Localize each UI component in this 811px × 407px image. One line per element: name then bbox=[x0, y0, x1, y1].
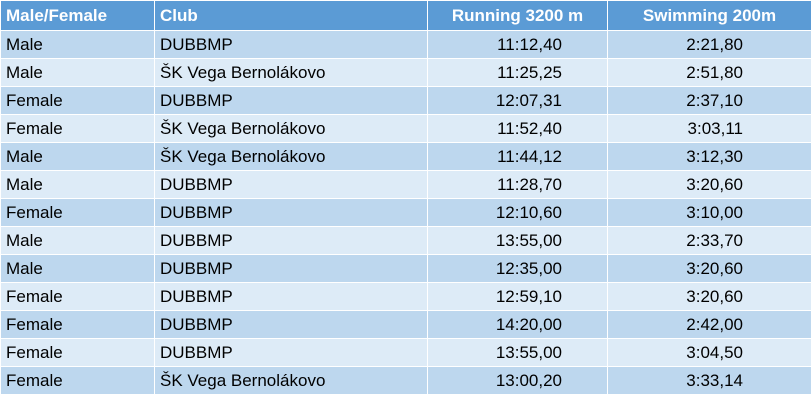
cell-club[interactable]: ŠK Vega Bernolákovo bbox=[154, 366, 428, 395]
results-table: Male/Female Club Running 3200 m Swimming… bbox=[0, 0, 811, 395]
cell-club[interactable]: ŠK Vega Bernolákovo bbox=[154, 58, 428, 87]
cell-gender[interactable]: Female bbox=[0, 338, 155, 367]
cell-gender[interactable]: Male bbox=[0, 170, 155, 199]
cell-swimming[interactable]: 3:04,50 bbox=[607, 338, 811, 367]
cell-swimming[interactable]: 3:20,60 bbox=[607, 254, 811, 283]
cell-running[interactable]: 11:52,40 bbox=[427, 114, 608, 143]
table-row: Male DUBBMP 11:28,70 3:20,60 bbox=[0, 170, 811, 199]
cell-swimming[interactable]: 3:12,30 bbox=[607, 142, 811, 171]
cell-club[interactable]: DUBBMP bbox=[154, 30, 428, 59]
table-row: Female ŠK Vega Bernolákovo 13:00,20 3:33… bbox=[0, 366, 811, 395]
table-row: Female DUBBMP 14:20,00 2:42,00 bbox=[0, 310, 811, 339]
cell-gender[interactable]: Male bbox=[0, 58, 155, 87]
cell-gender[interactable]: Male bbox=[0, 226, 155, 255]
header-gender[interactable]: Male/Female bbox=[0, 0, 155, 31]
table-row: Female DUBBMP 13:55,00 3:04,50 bbox=[0, 338, 811, 367]
cell-club[interactable]: DUBBMP bbox=[154, 282, 428, 311]
cell-swimming[interactable]: 2:51,80 bbox=[607, 58, 811, 87]
table-row: Male ŠK Vega Bernolákovo 11:25,25 2:51,8… bbox=[0, 58, 811, 87]
cell-swimming[interactable]: 3:33,14 bbox=[607, 366, 811, 395]
cell-swimming[interactable]: 3:20,60 bbox=[607, 170, 811, 199]
table-row: Female ŠK Vega Bernolákovo 11:52,40 3:03… bbox=[0, 114, 811, 143]
cell-gender[interactable]: Male bbox=[0, 254, 155, 283]
cell-running[interactable]: 11:25,25 bbox=[427, 58, 608, 87]
cell-gender[interactable]: Female bbox=[0, 198, 155, 227]
cell-swimming[interactable]: 3:03,11 bbox=[607, 114, 811, 143]
header-row: Male/Female Club Running 3200 m Swimming… bbox=[0, 0, 811, 31]
table-row: Male DUBBMP 11:12,40 2:21,80 bbox=[0, 30, 811, 59]
table-row: Female DUBBMP 12:59,10 3:20,60 bbox=[0, 282, 811, 311]
cell-gender[interactable]: Male bbox=[0, 142, 155, 171]
cell-gender[interactable]: Female bbox=[0, 86, 155, 115]
cell-club[interactable]: DUBBMP bbox=[154, 254, 428, 283]
cell-running[interactable]: 11:12,40 bbox=[427, 30, 608, 59]
cell-gender[interactable]: Female bbox=[0, 282, 155, 311]
cell-swimming[interactable]: 2:37,10 bbox=[607, 86, 811, 115]
header-swimming[interactable]: Swimming 200m bbox=[607, 0, 811, 31]
cell-running[interactable]: 13:55,00 bbox=[427, 338, 608, 367]
cell-running[interactable]: 11:28,70 bbox=[427, 170, 608, 199]
cell-club[interactable]: DUBBMP bbox=[154, 198, 428, 227]
cell-running[interactable]: 13:00,20 bbox=[427, 366, 608, 395]
cell-club[interactable]: ŠK Vega Bernolákovo bbox=[154, 114, 428, 143]
cell-club[interactable]: DUBBMP bbox=[154, 170, 428, 199]
cell-running[interactable]: 12:10,60 bbox=[427, 198, 608, 227]
cell-running[interactable]: 14:20,00 bbox=[427, 310, 608, 339]
table-row: Male ŠK Vega Bernolákovo 11:44,12 3:12,3… bbox=[0, 142, 811, 171]
cell-swimming[interactable]: 2:42,00 bbox=[607, 310, 811, 339]
table-row: Male DUBBMP 12:35,00 3:20,60 bbox=[0, 254, 811, 283]
cell-club[interactable]: DUBBMP bbox=[154, 86, 428, 115]
cell-club[interactable]: ŠK Vega Bernolákovo bbox=[154, 142, 428, 171]
cell-swimming[interactable]: 2:21,80 bbox=[607, 30, 811, 59]
cell-club[interactable]: DUBBMP bbox=[154, 338, 428, 367]
cell-gender[interactable]: Female bbox=[0, 366, 155, 395]
cell-swimming[interactable]: 2:33,70 bbox=[607, 226, 811, 255]
cell-running[interactable]: 12:35,00 bbox=[427, 254, 608, 283]
cell-club[interactable]: DUBBMP bbox=[154, 310, 428, 339]
cell-swimming[interactable]: 3:10,00 bbox=[607, 198, 811, 227]
cell-swimming[interactable]: 3:20,60 bbox=[607, 282, 811, 311]
cell-gender[interactable]: Female bbox=[0, 310, 155, 339]
cell-running[interactable]: 13:55,00 bbox=[427, 226, 608, 255]
cell-gender[interactable]: Female bbox=[0, 114, 155, 143]
header-club[interactable]: Club bbox=[154, 0, 428, 31]
header-running[interactable]: Running 3200 m bbox=[427, 0, 608, 31]
cell-gender[interactable]: Male bbox=[0, 30, 155, 59]
table-row: Female DUBBMP 12:10,60 3:10,00 bbox=[0, 198, 811, 227]
cell-running[interactable]: 12:07,31 bbox=[427, 86, 608, 115]
table-row: Female DUBBMP 12:07,31 2:37,10 bbox=[0, 86, 811, 115]
cell-club[interactable]: DUBBMP bbox=[154, 226, 428, 255]
table-row: Male DUBBMP 13:55,00 2:33,70 bbox=[0, 226, 811, 255]
cell-running[interactable]: 12:59,10 bbox=[427, 282, 608, 311]
cell-running[interactable]: 11:44,12 bbox=[427, 142, 608, 171]
